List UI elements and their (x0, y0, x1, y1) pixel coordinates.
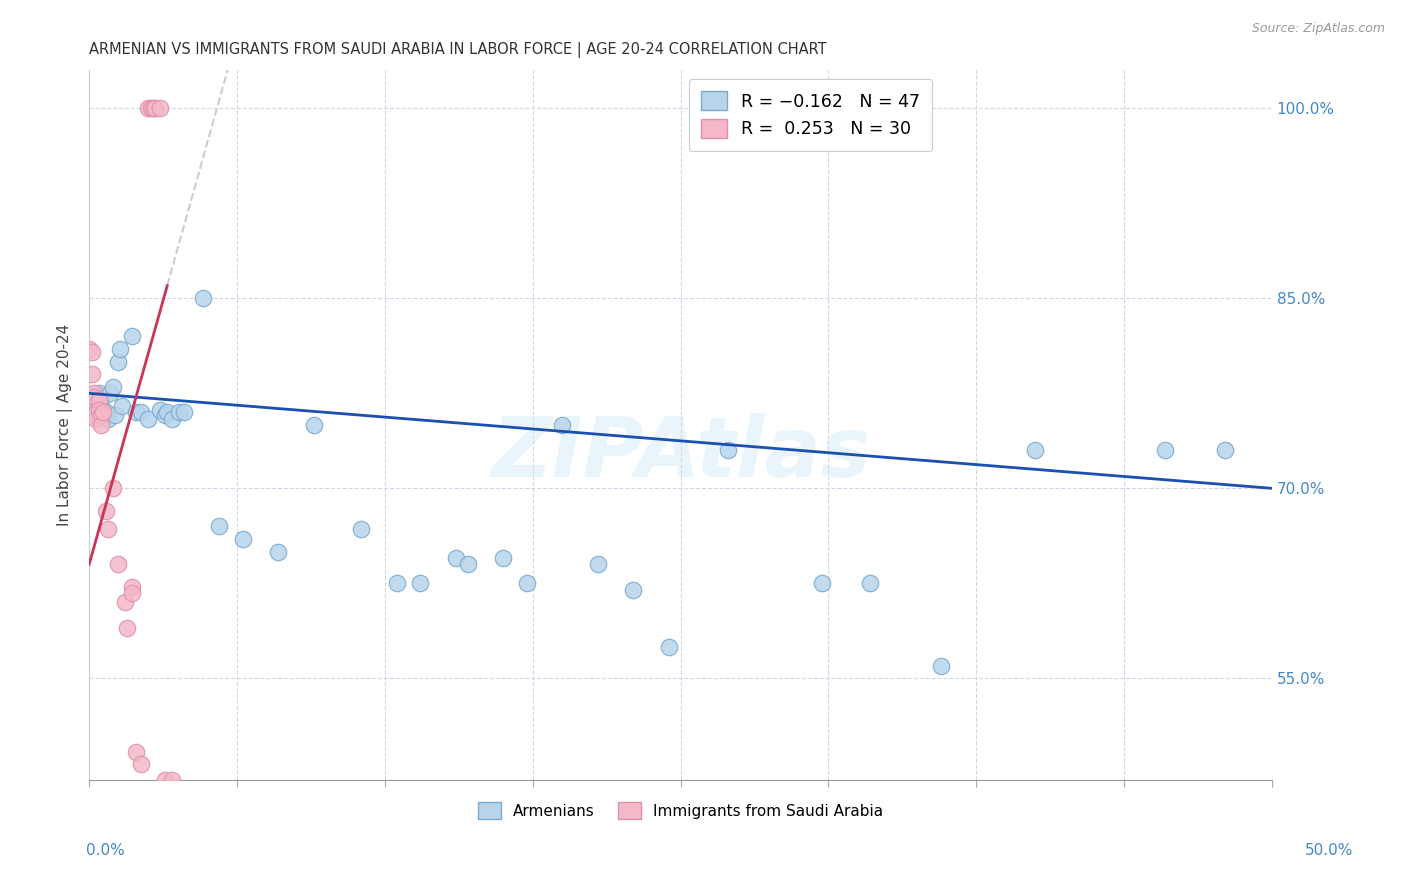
Point (409, 576, 432, 591)
Point (121, 586, 143, 600)
Point (87, 392, 110, 407)
Point (160, 772, 183, 787)
Point (929, 658, 952, 673)
Point (83, 399, 105, 413)
Point (232, 532, 254, 546)
Point (191, 292, 214, 306)
Point (104, 408, 127, 422)
Y-axis label: In Labor Force | Age 20-24: In Labor Force | Age 20-24 (58, 324, 73, 526)
Point (149, 102, 172, 116)
Point (101, 380, 124, 394)
Point (83, 386, 105, 401)
Point (153, 408, 176, 422)
Point (1154, 443, 1177, 458)
Point (136, 102, 159, 116)
Point (121, 329, 143, 343)
Point (302, 417, 325, 432)
Legend: Armenians, Immigrants from Saudi Arabia: Armenians, Immigrants from Saudi Arabia (472, 797, 889, 825)
Point (444, 551, 467, 566)
Point (350, 522, 373, 536)
Point (100, 386, 122, 401)
Point (83, 390, 105, 404)
Point (129, 757, 152, 772)
Point (149, 402, 172, 417)
Point (107, 558, 129, 572)
Point (93, 402, 115, 417)
Point (153, 772, 176, 787)
Point (385, 576, 408, 591)
Point (87, 386, 110, 401)
Point (457, 558, 479, 572)
Point (516, 576, 538, 591)
Point (156, 405, 179, 419)
Point (208, 519, 231, 533)
Point (90, 408, 112, 422)
Point (101, 481, 124, 495)
Point (145, 102, 167, 116)
Point (1024, 443, 1046, 458)
Point (90, 417, 112, 432)
Point (142, 102, 165, 116)
Point (717, 443, 740, 458)
Point (1213, 443, 1236, 458)
Point (94, 405, 117, 419)
Text: ARMENIAN VS IMMIGRANTS FROM SAUDI ARABIA IN LABOR FORCE | AGE 20-24 CORRELATION : ARMENIAN VS IMMIGRANTS FROM SAUDI ARABIA… (89, 42, 827, 58)
Point (125, 745, 148, 759)
Point (114, 595, 136, 609)
Point (77, 342, 100, 356)
Point (111, 399, 134, 413)
Point (160, 411, 183, 425)
Text: Source: ZipAtlas.com: Source: ZipAtlas.com (1251, 22, 1385, 36)
Point (107, 354, 129, 368)
Point (658, 640, 681, 654)
Point (93, 405, 115, 419)
Point (621, 582, 644, 597)
Point (267, 544, 290, 558)
Text: 50.0%: 50.0% (1305, 843, 1353, 858)
Point (136, 411, 159, 425)
Point (80, 368, 103, 382)
Point (84, 405, 107, 419)
Point (87, 402, 110, 417)
Point (551, 417, 574, 432)
Point (97, 411, 120, 425)
Point (811, 576, 834, 591)
Point (173, 405, 195, 419)
Point (94, 504, 117, 518)
Point (115, 621, 138, 635)
Point (84, 411, 107, 425)
Point (859, 576, 882, 591)
Point (108, 342, 131, 356)
Point (129, 405, 152, 419)
Point (125, 405, 148, 419)
Point (80, 392, 103, 407)
Point (139, 102, 162, 116)
Text: 0.0%: 0.0% (86, 843, 125, 858)
Point (492, 551, 515, 566)
Point (121, 580, 143, 594)
Point (167, 405, 190, 419)
Point (84, 408, 107, 422)
Point (90, 392, 112, 407)
Point (80, 344, 103, 359)
Point (97, 522, 120, 536)
Point (586, 558, 609, 572)
Text: ZIPAtlas: ZIPAtlas (491, 413, 870, 494)
